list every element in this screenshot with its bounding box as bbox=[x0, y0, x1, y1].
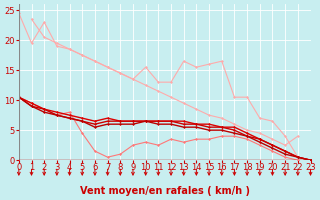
X-axis label: Vent moyen/en rafales ( km/h ): Vent moyen/en rafales ( km/h ) bbox=[80, 186, 250, 196]
